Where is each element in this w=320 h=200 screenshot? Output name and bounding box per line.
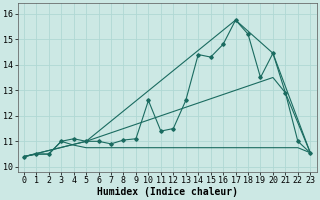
X-axis label: Humidex (Indice chaleur): Humidex (Indice chaleur): [97, 186, 237, 197]
